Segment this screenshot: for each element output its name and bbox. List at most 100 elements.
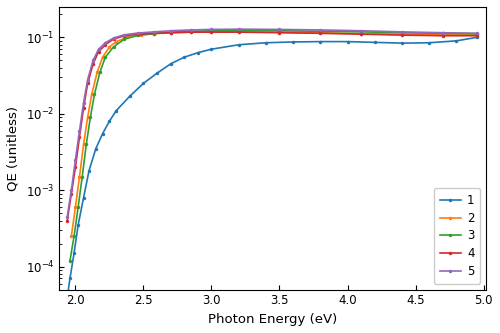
3 <box>102 55 108 59</box>
3 <box>399 31 405 35</box>
Line: 2: 2 <box>70 30 478 238</box>
1 <box>372 40 378 44</box>
5 <box>72 158 78 162</box>
1 <box>263 41 269 45</box>
2 <box>208 30 214 34</box>
1 <box>399 41 405 45</box>
2 <box>124 35 130 39</box>
2 <box>72 205 78 209</box>
1 <box>80 195 86 199</box>
3 <box>79 175 85 179</box>
Line: 4: 4 <box>66 30 478 222</box>
4 <box>168 31 173 35</box>
1 <box>86 169 92 173</box>
4 <box>76 135 82 139</box>
1 <box>182 55 188 59</box>
2 <box>138 33 143 37</box>
Line: 3: 3 <box>68 29 478 262</box>
3 <box>110 45 116 49</box>
3 <box>358 30 364 34</box>
4 <box>318 31 324 35</box>
3 <box>188 29 194 33</box>
4 <box>64 219 70 223</box>
2 <box>88 92 94 96</box>
1 <box>195 51 201 55</box>
2 <box>276 30 282 34</box>
5 <box>96 47 102 51</box>
2 <box>84 115 90 119</box>
1 <box>100 132 105 136</box>
1 <box>208 47 214 51</box>
2 <box>358 32 364 36</box>
3 <box>122 37 128 41</box>
X-axis label: Photon Energy (eV): Photon Energy (eV) <box>208 313 338 326</box>
1 <box>93 147 99 151</box>
3 <box>75 205 81 209</box>
4 <box>110 37 116 41</box>
1 <box>127 94 133 98</box>
3 <box>440 31 446 35</box>
3 <box>84 142 89 146</box>
4 <box>152 31 158 35</box>
2 <box>113 40 119 44</box>
Y-axis label: QE (unitless): QE (unitless) <box>7 106 20 191</box>
4 <box>188 30 194 34</box>
5 <box>236 27 242 31</box>
5 <box>68 188 74 192</box>
5 <box>80 101 86 105</box>
3 <box>236 29 242 33</box>
1 <box>290 40 296 44</box>
1 <box>426 41 432 45</box>
1 <box>474 35 480 39</box>
1 <box>454 39 460 43</box>
1 <box>154 71 160 75</box>
2 <box>318 31 324 35</box>
5 <box>110 36 116 40</box>
5 <box>135 31 141 35</box>
5 <box>64 215 70 219</box>
3 <box>168 30 173 34</box>
Line: 1: 1 <box>62 36 478 333</box>
2 <box>68 234 74 238</box>
3 <box>97 70 103 74</box>
2 <box>80 142 86 146</box>
3 <box>67 259 73 263</box>
4 <box>440 34 446 38</box>
5 <box>358 29 364 33</box>
4 <box>102 43 108 47</box>
5 <box>399 30 405 34</box>
3 <box>152 32 158 36</box>
2 <box>236 30 242 34</box>
2 <box>168 31 173 35</box>
4 <box>208 30 214 34</box>
2 <box>474 32 480 36</box>
5 <box>474 31 480 35</box>
5 <box>318 28 324 32</box>
5 <box>276 27 282 31</box>
1 <box>75 223 81 227</box>
4 <box>96 50 102 54</box>
3 <box>88 115 94 119</box>
5 <box>208 27 214 31</box>
1 <box>63 305 69 309</box>
2 <box>399 32 405 36</box>
2 <box>100 55 105 59</box>
4 <box>358 32 364 36</box>
5 <box>188 28 194 32</box>
5 <box>152 30 158 34</box>
1 <box>140 81 146 85</box>
3 <box>71 234 77 238</box>
1 <box>71 251 77 255</box>
5 <box>168 29 173 33</box>
3 <box>474 32 480 36</box>
1 <box>67 276 73 280</box>
2 <box>152 32 158 36</box>
1 <box>344 40 350 44</box>
5 <box>102 41 108 45</box>
2 <box>440 32 446 36</box>
2 <box>106 45 112 49</box>
4 <box>90 62 96 66</box>
4 <box>72 165 78 169</box>
4 <box>135 32 141 36</box>
4 <box>84 81 90 85</box>
